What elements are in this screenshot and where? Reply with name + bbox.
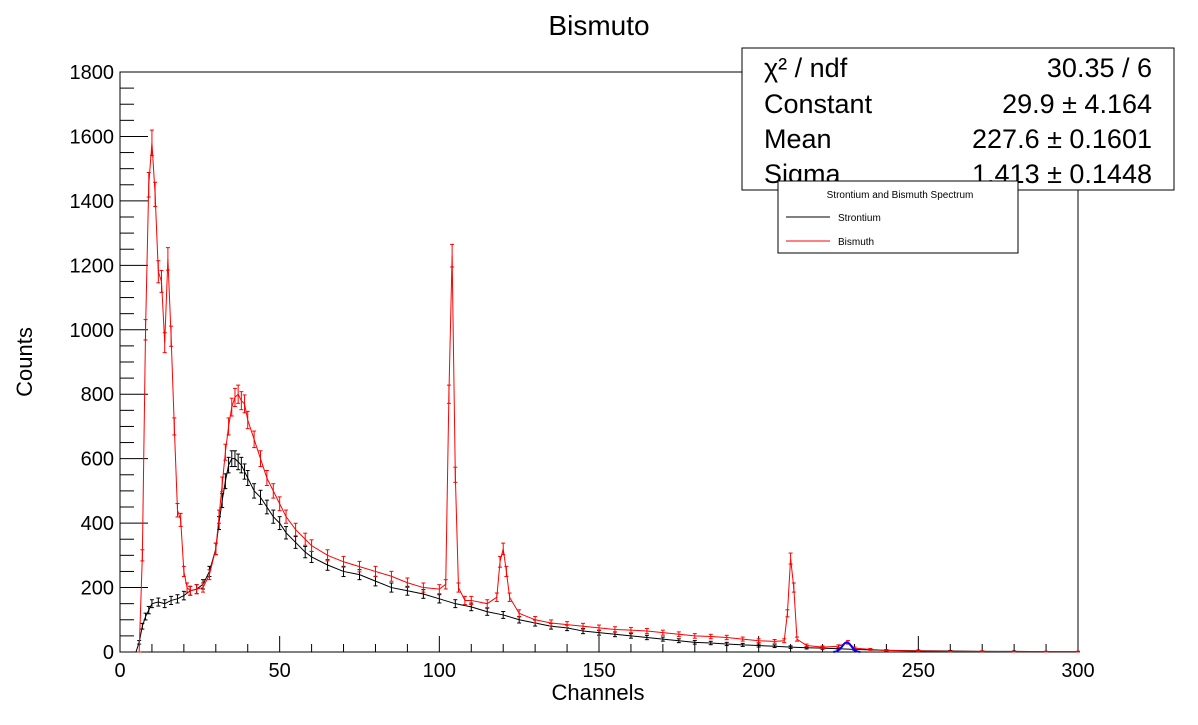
y-tick-label: 1400 [70, 191, 115, 213]
chart-title: Bismuto [548, 10, 649, 41]
x-tick-label: 250 [902, 660, 935, 682]
x-tick-label: 100 [423, 660, 456, 682]
x-tick-label: 300 [1061, 660, 1094, 682]
legend: Strontium and Bismuth Spectrum Strontium… [777, 180, 1019, 254]
series-bismuth [137, 129, 1080, 653]
legend-title: Strontium and Bismuth Spectrum [827, 190, 974, 201]
y-tick-label: 1800 [70, 62, 115, 84]
series-line-strontium [135, 458, 1078, 653]
stats-label-constant: Constant [764, 89, 873, 119]
y-tick-label: 800 [81, 384, 114, 406]
x-tick-label: 50 [269, 660, 291, 682]
x-tick-label: 0 [114, 660, 125, 682]
x-axis-label: Channels [552, 680, 645, 705]
stats-value-mean: 227.6 ± 0.1601 [972, 124, 1152, 154]
stats-label-chi2: χ² / ndf [764, 53, 848, 83]
y-tick-label: 400 [81, 513, 114, 535]
y-tick-label: 1200 [70, 255, 115, 277]
y-tick-label: 0 [103, 642, 114, 664]
stats-value-chi2: 30.35 / 6 [1047, 53, 1152, 83]
series-group [133, 129, 1080, 653]
stats-box: χ² / ndf 30.35 / 6 Constant 29.9 ± 4.164… [741, 47, 1175, 191]
x-tick-label: 200 [742, 660, 775, 682]
stats-label-mean: Mean [764, 124, 832, 154]
legend-label-bismuth: Bismuth [838, 237, 874, 248]
series-line-bismuth [138, 142, 1078, 653]
y-axis: 0 200 400 600 800 1000 1200 1400 1600 1800 [70, 62, 148, 664]
stats-box-frame [741, 47, 1175, 191]
series-strontium [133, 450, 1080, 653]
gaussian-fit-curve [833, 641, 861, 653]
x-tick-label: 150 [582, 660, 615, 682]
y-tick-label: 200 [81, 578, 114, 600]
y-tick-label: 1600 [70, 126, 115, 148]
y-tick-label: 600 [81, 449, 114, 471]
y-axis-label: Counts [12, 327, 37, 397]
stats-value-constant: 29.9 ± 4.164 [1002, 89, 1152, 119]
legend-label-strontium: Strontium [838, 213, 881, 224]
y-tick-label: 1000 [70, 320, 115, 342]
x-axis: 0 50 100 150 200 250 300 [114, 636, 1095, 682]
